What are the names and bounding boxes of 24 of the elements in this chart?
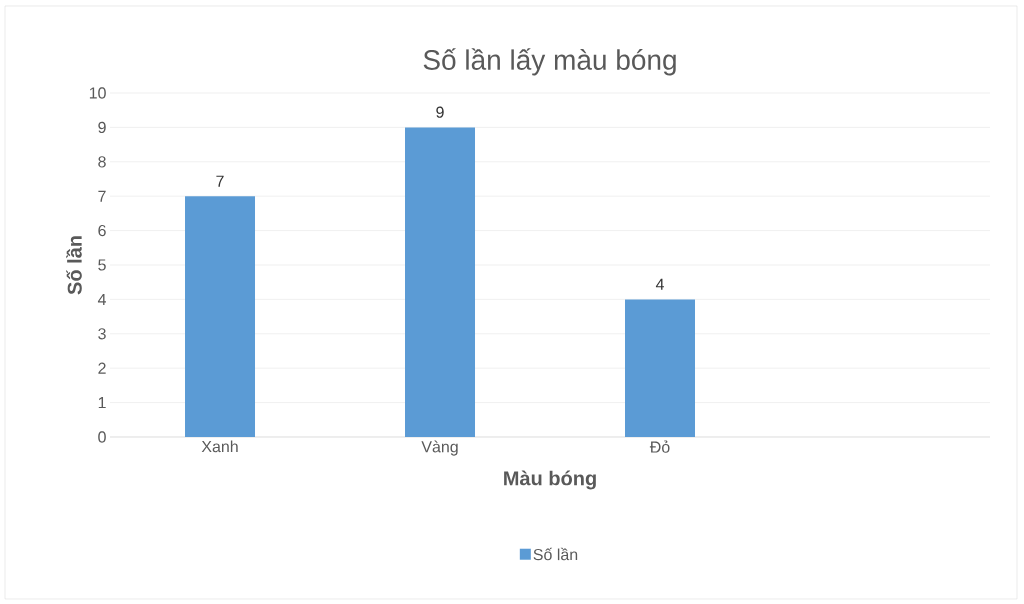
x-tick-label: Đỏ [649, 440, 670, 453]
y-tick-label: 7 [98, 190, 106, 202]
legend-label: Số lần [533, 547, 578, 561]
y-tick-label: 5 [98, 259, 106, 271]
chart-title: Số lần lấy màu bóng [423, 48, 676, 76]
y-tick-label: 3 [98, 328, 106, 340]
data-label: 7 [216, 175, 224, 187]
x-tick-label: Xanh [201, 440, 238, 453]
bar [405, 127, 476, 437]
y-tick-label: 10 [89, 87, 106, 99]
y-tick-label: 0 [98, 431, 106, 443]
data-label: 9 [436, 106, 444, 118]
data-label: 4 [655, 278, 664, 290]
y-tick-label: 9 [98, 121, 106, 134]
bar [625, 299, 696, 437]
bar [185, 196, 256, 437]
y-tick-label: 1 [98, 397, 106, 409]
y-tick-label: 4 [97, 293, 106, 305]
x-axis-title: Màu bóng [504, 470, 596, 490]
y-axis-title: Số lần [66, 236, 82, 295]
y-tick-label: 8 [98, 156, 106, 168]
y-tick-label: 6 [98, 224, 106, 237]
y-tick-label: 2 [98, 362, 106, 374]
x-tick-label: Vàng [421, 440, 458, 456]
